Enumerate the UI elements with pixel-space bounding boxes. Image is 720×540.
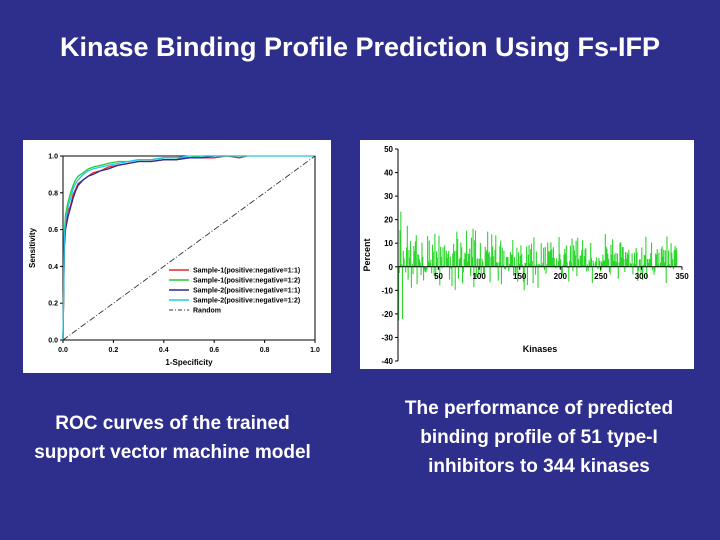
bar-y-tick-label: 0: [389, 263, 394, 272]
bar-x-tick-label: 50: [434, 272, 443, 281]
roc-chart-panel: 0.0 0.2 0.4 0.6 0.8 1.0 0.0 0.2 0.4 0.6 0.8 1.0 1-Sp…: [23, 140, 331, 373]
bar-y-tick-label: -20: [381, 310, 393, 319]
bar-y-tick-label: 10: [384, 239, 393, 248]
roc-legend-label: Sample-1(positive:negative=1:2): [193, 278, 300, 285]
bar-y-tick-label: 40: [384, 169, 393, 178]
bar-x-axis-label: Kinases: [523, 344, 558, 354]
roc-random-line: [62, 155, 316, 341]
roc-chart: 0.0 0.2 0.4 0.6 0.8 1.0 0.0 0.2 0.4 0.6 0.8 1.0 1-Sp…: [28, 154, 320, 368]
roc-x-tick-label: 1.0: [310, 347, 320, 354]
roc-x-tick-label: 0.2: [109, 347, 119, 354]
roc-y-tick-label: 0.4: [48, 264, 58, 271]
roc-y-tick-label: 0.6: [48, 227, 58, 234]
bar-y-tick-label: 30: [384, 192, 393, 201]
roc-y-tick-label: 0.2: [48, 301, 58, 308]
roc-legend-label: Sample-2(positive:negative=1:2): [193, 298, 300, 305]
roc-x-axis-label: 1-Specificity: [165, 358, 213, 367]
bar-x-tick-label: 100: [472, 272, 486, 281]
roc-y-tick-label: 1.0: [48, 154, 58, 161]
bar-x-tick-label: 200: [554, 272, 568, 281]
roc-legend-label: Sample-2(positive:negative=1:1): [193, 288, 300, 295]
bar-x-tick-label: 350: [675, 272, 689, 281]
roc-x-tick-label: 0.0: [58, 347, 68, 354]
roc-y-axis-label: Sensitivity: [28, 227, 37, 268]
bar-y-tick-label: 50: [384, 145, 393, 154]
bar-y-tick-label: -40: [381, 357, 393, 366]
roc-legend-label: Sample-1(positive:negative=1:1): [193, 268, 300, 275]
roc-x-tick-label: 0.4: [159, 347, 169, 354]
roc-x-tick-label: 0.8: [260, 347, 270, 354]
bar-x-tick-label: 150: [513, 272, 527, 281]
bar-x-tick-label: 300: [635, 272, 649, 281]
roc-legend-label: Random: [193, 308, 221, 315]
roc-y-tick-label: 0.0: [48, 338, 58, 345]
roc-series-line: [62, 155, 215, 341]
bar-y-tick-label: -10: [381, 286, 393, 295]
roc-series-line: [62, 155, 315, 341]
binding-profile-caption: The performance of predicted binding pro…: [404, 398, 674, 477]
slide-title: Kinase Binding Profile Prediction Using …: [59, 32, 661, 62]
roc-y-tick-label: 0.8: [48, 190, 58, 197]
bar-x-tick-label: 250: [594, 272, 608, 281]
bar-y-axis-label: Percent: [362, 238, 372, 271]
bar-y-tick-label: -30: [381, 333, 393, 342]
roc-caption: ROC curves of the trained support vector…: [34, 413, 311, 463]
binding-profile-chart: -40 -30 -20 -10 0 10 20 30 40 50 50 100 150 200 250 300…: [362, 145, 689, 366]
bar-y-tick-label: 20: [384, 216, 393, 225]
binding-profile-chart-panel: -40 -30 -20 -10 0 10 20 30 40 50 50 100 150 200 250 300…: [360, 140, 694, 369]
roc-x-tick-label: 0.6: [209, 347, 219, 354]
